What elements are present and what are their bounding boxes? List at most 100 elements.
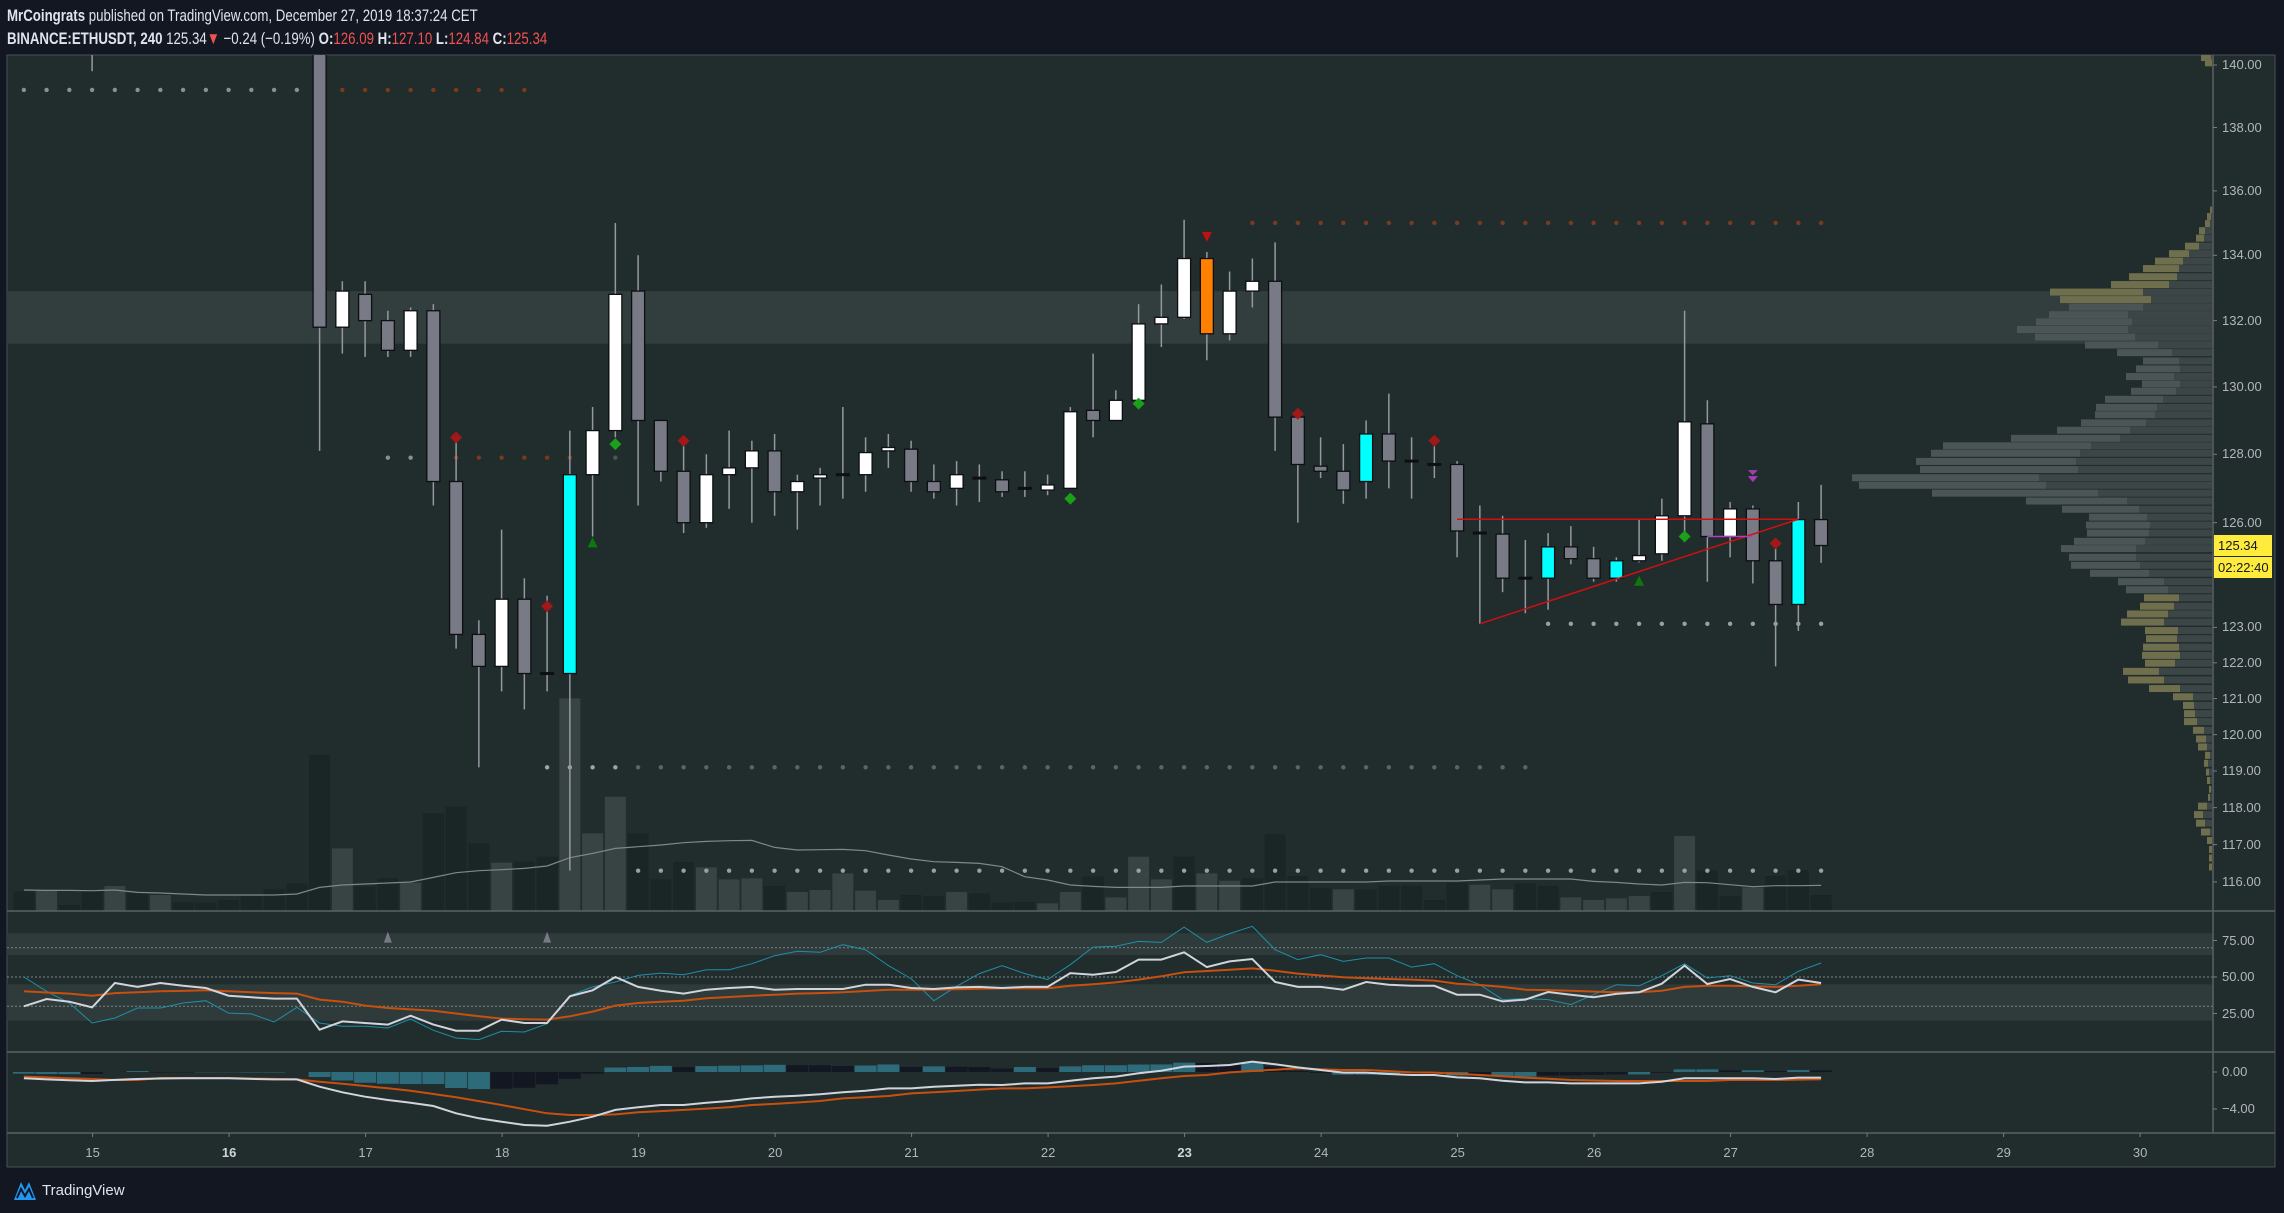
volume-bar [1696,870,1718,911]
candle[interactable] [881,433,896,468]
candle[interactable] [608,222,623,438]
candle[interactable] [1449,461,1465,558]
volume-profile-down-bar [2130,426,2212,434]
candle[interactable] [1336,444,1351,504]
candle[interactable] [812,467,828,506]
price-tick-label: 116.00 [2222,873,2261,889]
price-pane[interactable] [7,19,2213,911]
candle[interactable] [585,407,600,537]
rsi-pane[interactable] [7,925,2213,1041]
macd-histogram-bar [991,1068,1014,1072]
volume-bar [1605,898,1627,911]
candle[interactable] [1199,252,1214,361]
candle[interactable] [1472,505,1487,624]
volume-bar [1446,882,1468,911]
candle[interactable] [1176,219,1192,319]
candle[interactable] [1427,440,1442,479]
level-dot [931,868,937,873]
volume-profile-up-bar [2185,242,2199,250]
candle[interactable] [653,419,668,482]
candle[interactable] [494,529,509,692]
volume-profile-up-bar [2196,819,2205,827]
candle[interactable] [1609,557,1624,582]
candle[interactable] [994,471,1010,497]
candle[interactable] [767,433,782,516]
candle[interactable] [1313,437,1328,479]
candle[interactable] [562,430,577,871]
candle[interactable] [835,407,850,499]
candle[interactable] [744,440,759,523]
level-dot [1682,220,1687,226]
volume-profile-up-bar [1943,442,2091,450]
candle[interactable] [699,454,714,528]
candle[interactable] [1677,310,1692,540]
volume-profile-up-bar [2207,837,2212,845]
candle[interactable] [858,437,873,492]
candle[interactable] [1063,407,1078,489]
volume-bar [1787,870,1809,911]
candle[interactable] [949,461,964,506]
candle[interactable] [1358,420,1374,499]
volume-profile-down-bar [2150,521,2212,529]
candle[interactable] [357,281,373,357]
candle-body [1586,558,1601,579]
candle[interactable] [1813,484,1829,563]
candle[interactable] [403,307,418,357]
candle[interactable] [448,433,464,649]
candle-body [494,598,509,668]
volume-profile-down-bar [2164,676,2212,684]
volume-profile-up-bar [2149,685,2180,693]
candle[interactable] [1040,474,1055,496]
level-dot [476,87,482,93]
level-dot [1614,220,1619,226]
author-name[interactable]: MrCoingrats [7,6,86,25]
price-tick-label: 126.00 [2222,514,2262,530]
candle[interactable] [426,304,441,506]
volume-profile-down-bar [2199,242,2212,250]
candle[interactable] [1563,526,1578,565]
symbol-interval[interactable]: BINANCE:ETHUSDT, 240 [7,29,163,48]
candle[interactable] [1518,539,1533,614]
candle[interactable] [1631,519,1647,563]
candle[interactable] [312,19,327,451]
candle[interactable] [1108,390,1123,422]
volume-bar [1537,886,1559,911]
candle[interactable] [1381,393,1396,489]
candle[interactable] [630,255,646,506]
candle[interactable] [790,474,805,530]
candle[interactable] [1267,242,1283,451]
candle[interactable] [1540,533,1556,610]
candle[interactable] [676,437,691,534]
volume-profile-down-bar [2098,489,2212,497]
candle[interactable] [972,464,987,503]
candle[interactable] [1654,498,1669,561]
candle[interactable] [903,440,919,492]
candle[interactable] [1017,471,1032,497]
symbol-line: BINANCE:ETHUSDT, 240 125.34▼ −0.24 (−0.1… [7,27,547,50]
volume-profile-down-bar [2177,635,2212,643]
candle-body [790,480,805,493]
level-dot [1750,621,1756,627]
level-dot [1454,765,1460,770]
candle[interactable] [517,578,532,710]
candle[interactable] [1586,546,1601,582]
candle[interactable] [471,620,487,768]
candle[interactable] [721,430,737,509]
candle[interactable] [1222,271,1237,341]
candle[interactable] [380,310,396,357]
candle[interactable] [926,464,941,499]
candle[interactable] [335,281,350,354]
footer-brand[interactable]: TradingView [12,1178,125,1202]
candle[interactable] [1131,304,1146,404]
candle[interactable] [1404,437,1419,499]
volume-bar [36,890,58,911]
macd-pane[interactable] [12,1060,1833,1127]
open-value: 126.09 [333,29,374,48]
candle[interactable] [1495,515,1510,593]
candle[interactable] [1245,258,1260,308]
volume-profile-down-bar [2180,380,2212,388]
candle[interactable] [1085,353,1101,438]
candle[interactable] [1154,284,1169,348]
candle[interactable] [1768,543,1783,667]
